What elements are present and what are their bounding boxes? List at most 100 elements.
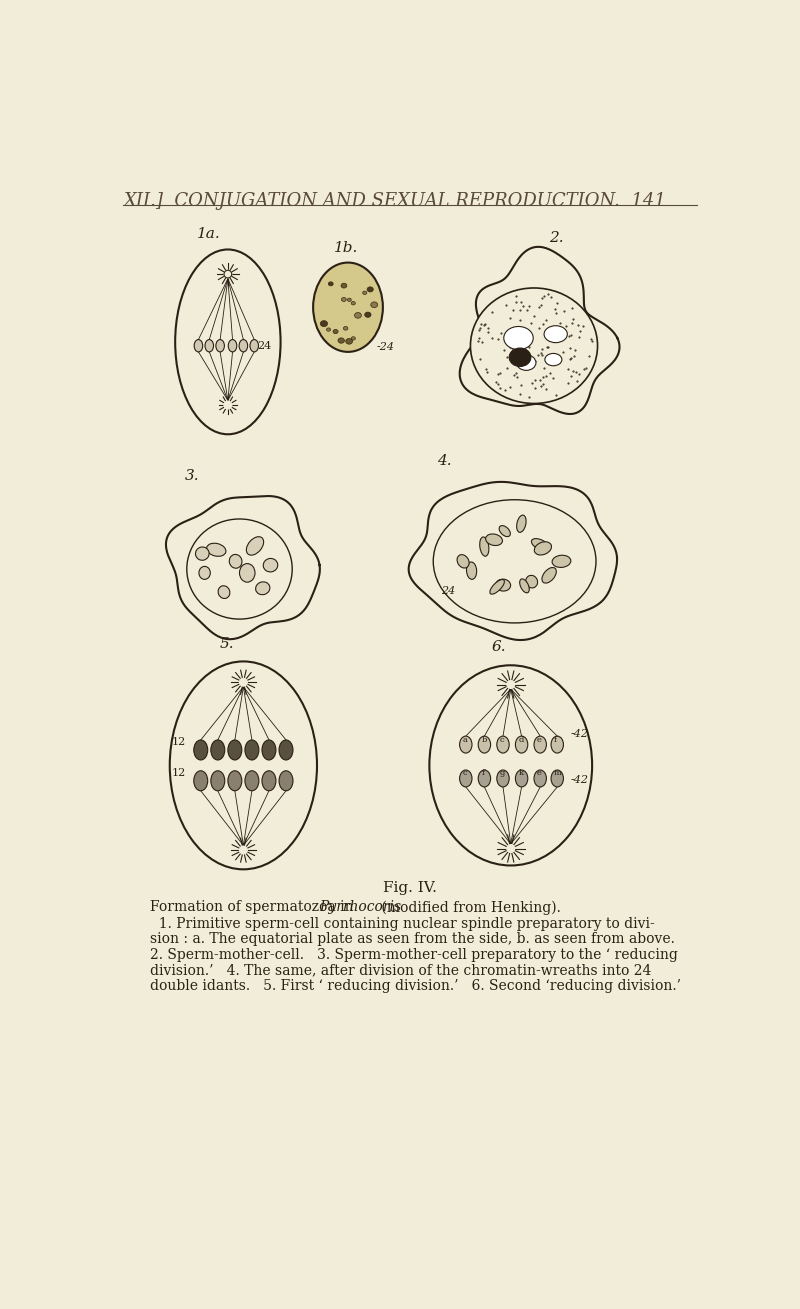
Ellipse shape <box>459 736 472 753</box>
Ellipse shape <box>228 740 242 761</box>
Text: 1a.: 1a. <box>197 226 221 241</box>
Ellipse shape <box>246 537 264 555</box>
Text: 24: 24 <box>258 340 271 351</box>
Text: -42: -42 <box>570 729 589 738</box>
Text: Fig. IV.: Fig. IV. <box>383 881 437 895</box>
Text: e: e <box>537 770 542 778</box>
Text: sion : a. The equatorial plate as seen from the side, b. as seen from above.: sion : a. The equatorial plate as seen f… <box>150 932 675 946</box>
Ellipse shape <box>262 740 276 761</box>
Ellipse shape <box>551 736 563 753</box>
Text: k: k <box>518 770 524 778</box>
Ellipse shape <box>534 770 546 787</box>
Ellipse shape <box>490 580 504 594</box>
Ellipse shape <box>347 298 351 301</box>
Ellipse shape <box>262 771 276 791</box>
Ellipse shape <box>333 330 338 334</box>
Ellipse shape <box>367 287 374 292</box>
Ellipse shape <box>170 661 317 869</box>
Ellipse shape <box>354 313 362 318</box>
Text: 12: 12 <box>171 737 186 747</box>
Text: g: g <box>500 770 506 778</box>
Ellipse shape <box>351 301 355 305</box>
Ellipse shape <box>515 770 528 787</box>
Ellipse shape <box>370 302 378 308</box>
Circle shape <box>224 270 232 278</box>
Text: c: c <box>500 736 505 744</box>
Text: 2.: 2. <box>550 230 564 245</box>
Text: XII.]  CONJUGATION AND SEXUAL REPRODUCTION.  141: XII.] CONJUGATION AND SEXUAL REPRODUCTIO… <box>123 191 666 209</box>
Ellipse shape <box>279 740 293 761</box>
Ellipse shape <box>342 297 346 301</box>
Ellipse shape <box>499 526 510 537</box>
Text: double idants.   5. First ‘ reducing division.’   6. Second ‘reducing division.’: double idants. 5. First ‘ reducing divis… <box>150 979 682 992</box>
Text: Pyrrhocoris: Pyrrhocoris <box>319 901 402 914</box>
Text: (modified from Henking).: (modified from Henking). <box>377 901 561 915</box>
Ellipse shape <box>175 250 281 435</box>
Ellipse shape <box>430 665 592 865</box>
Ellipse shape <box>341 283 347 288</box>
Text: b: b <box>482 736 486 744</box>
Text: m: m <box>554 770 562 778</box>
Ellipse shape <box>459 770 472 787</box>
Ellipse shape <box>551 770 563 787</box>
Circle shape <box>507 681 514 689</box>
Text: e: e <box>537 736 542 744</box>
Ellipse shape <box>328 281 333 285</box>
Ellipse shape <box>250 339 258 352</box>
Ellipse shape <box>478 770 490 787</box>
Ellipse shape <box>545 353 562 365</box>
Ellipse shape <box>195 547 209 560</box>
Ellipse shape <box>466 562 477 580</box>
Ellipse shape <box>211 771 225 791</box>
Ellipse shape <box>194 740 208 761</box>
Ellipse shape <box>480 537 489 556</box>
Circle shape <box>239 846 247 853</box>
Ellipse shape <box>263 559 278 572</box>
Ellipse shape <box>320 321 327 327</box>
Ellipse shape <box>326 329 330 331</box>
Ellipse shape <box>496 579 510 592</box>
Text: 1b.: 1b. <box>334 241 358 255</box>
Text: 5.: 5. <box>220 636 234 651</box>
Text: -42: -42 <box>570 775 589 785</box>
Ellipse shape <box>470 288 598 403</box>
Ellipse shape <box>256 583 270 594</box>
Polygon shape <box>409 482 617 640</box>
Ellipse shape <box>194 771 208 791</box>
Ellipse shape <box>351 336 355 340</box>
Polygon shape <box>166 496 320 639</box>
Ellipse shape <box>534 542 551 555</box>
Text: a: a <box>462 736 467 744</box>
Ellipse shape <box>239 339 248 352</box>
Ellipse shape <box>187 518 292 619</box>
Ellipse shape <box>211 740 225 761</box>
Ellipse shape <box>245 771 259 791</box>
Ellipse shape <box>526 576 538 588</box>
Ellipse shape <box>346 339 353 344</box>
Ellipse shape <box>313 263 383 352</box>
Text: -24: -24 <box>377 343 394 352</box>
Ellipse shape <box>338 338 345 343</box>
Text: Formation of spermatozoa in: Formation of spermatozoa in <box>150 901 358 914</box>
Ellipse shape <box>497 770 509 787</box>
Ellipse shape <box>205 339 214 352</box>
Ellipse shape <box>497 736 509 753</box>
Text: 12: 12 <box>171 768 186 778</box>
Ellipse shape <box>218 585 230 598</box>
Text: division.’   4. The same, after division of the chromatin-wreaths into 24: division.’ 4. The same, after division o… <box>150 963 652 978</box>
Text: 3.: 3. <box>186 470 200 483</box>
Ellipse shape <box>228 339 237 352</box>
Ellipse shape <box>279 771 293 791</box>
Ellipse shape <box>434 500 596 623</box>
Ellipse shape <box>542 568 556 583</box>
Text: c: c <box>462 770 467 778</box>
Text: 6.: 6. <box>491 640 506 654</box>
Text: 24: 24 <box>441 585 455 596</box>
Ellipse shape <box>515 736 528 753</box>
Ellipse shape <box>504 326 534 350</box>
Text: 1. Primitive sperm-cell containing nuclear spindle preparatory to divi-: 1. Primitive sperm-cell containing nucle… <box>150 918 655 931</box>
Ellipse shape <box>245 740 259 761</box>
Ellipse shape <box>362 291 366 295</box>
Ellipse shape <box>509 348 531 367</box>
Ellipse shape <box>520 579 530 593</box>
